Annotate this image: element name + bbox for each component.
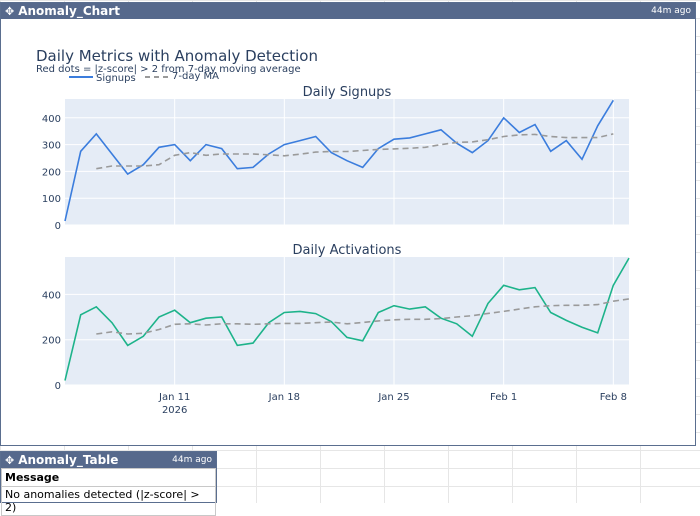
panel-1: 0 200 400 Daily Activations Jan 11 2026 Jan 18… <box>42 243 630 416</box>
legend-signups-label: Signups <box>96 73 136 84</box>
plot-area <box>65 99 629 225</box>
x-tick-label: Jan 11 <box>158 392 190 403</box>
chart-widget-header[interactable]: ✥ Anomaly_Chart 44m ago <box>1 3 695 19</box>
anomaly-table-widget: ✥ Anomaly_Table 44m ago Message No anoma… <box>0 451 217 516</box>
chart-widget-title: Anomaly_Chart <box>18 4 120 18</box>
move-icon[interactable]: ✥ <box>5 453 15 467</box>
x-tick-label: Jan 18 <box>268 392 300 403</box>
table-cell[interactable]: No anomalies detected (|z-score| > 2) <box>1 486 216 516</box>
y-tick-label: 0 <box>55 221 61 232</box>
panel-0: 0 100 200 300 400 Daily Signups <box>42 85 629 232</box>
chart-panels: 0 100 200 300 400 Daily Signups 0 200 400 Daily A… <box>42 85 630 416</box>
y-tick-label: 200 <box>42 336 61 347</box>
panel-title: Daily Activations <box>293 243 402 258</box>
series-line-activations[interactable] <box>64 257 630 381</box>
legend-ma-label: 7-day MA <box>172 71 219 82</box>
panel-title: Daily Signups <box>303 85 392 100</box>
table-widget-title: Anomaly_Table <box>18 453 119 467</box>
series-line-7-day-ma[interactable] <box>96 133 614 170</box>
y-tick-label: 400 <box>42 290 61 301</box>
y-tick-label: 0 <box>55 381 61 392</box>
x-tick-label: Jan 25 <box>377 392 409 403</box>
x-tick-label: Feb 1 <box>490 392 517 403</box>
chart-widget-age: 44m ago <box>651 6 691 16</box>
move-icon[interactable]: ✥ <box>5 4 15 18</box>
y-tick-label: 100 <box>42 194 61 205</box>
plot-area <box>65 257 629 385</box>
series-line-7-day-ma[interactable] <box>96 298 630 335</box>
y-tick-label: 300 <box>42 141 61 152</box>
y-tick-label: 400 <box>42 114 61 125</box>
table-widget-header[interactable]: ✥ Anomaly_Table 44m ago <box>1 452 216 468</box>
table-widget-age: 44m ago <box>172 455 212 465</box>
table-column-header[interactable]: Message <box>1 468 216 487</box>
anomaly-chart-widget: ✥ Anomaly_Chart 44m ago Daily Metrics wi… <box>0 2 696 446</box>
anomaly-table: Message No anomalies detected (|z-score|… <box>1 468 216 516</box>
chart-title: Daily Metrics with Anomaly Detection <box>36 47 318 65</box>
chart-subtitle: Red dots = |z-score| > 2 from 7-day movi… <box>36 64 301 75</box>
x-tick-sublabel: 2026 <box>162 405 187 416</box>
chart-legend[interactable]: Signups 7-day MA <box>69 71 219 84</box>
anomaly-chart: Daily Metrics with Anomaly Detection Red… <box>36 47 630 416</box>
y-tick-label: 200 <box>42 167 61 178</box>
series-line-signups[interactable] <box>64 99 614 222</box>
x-tick-label: Feb 8 <box>600 392 627 403</box>
